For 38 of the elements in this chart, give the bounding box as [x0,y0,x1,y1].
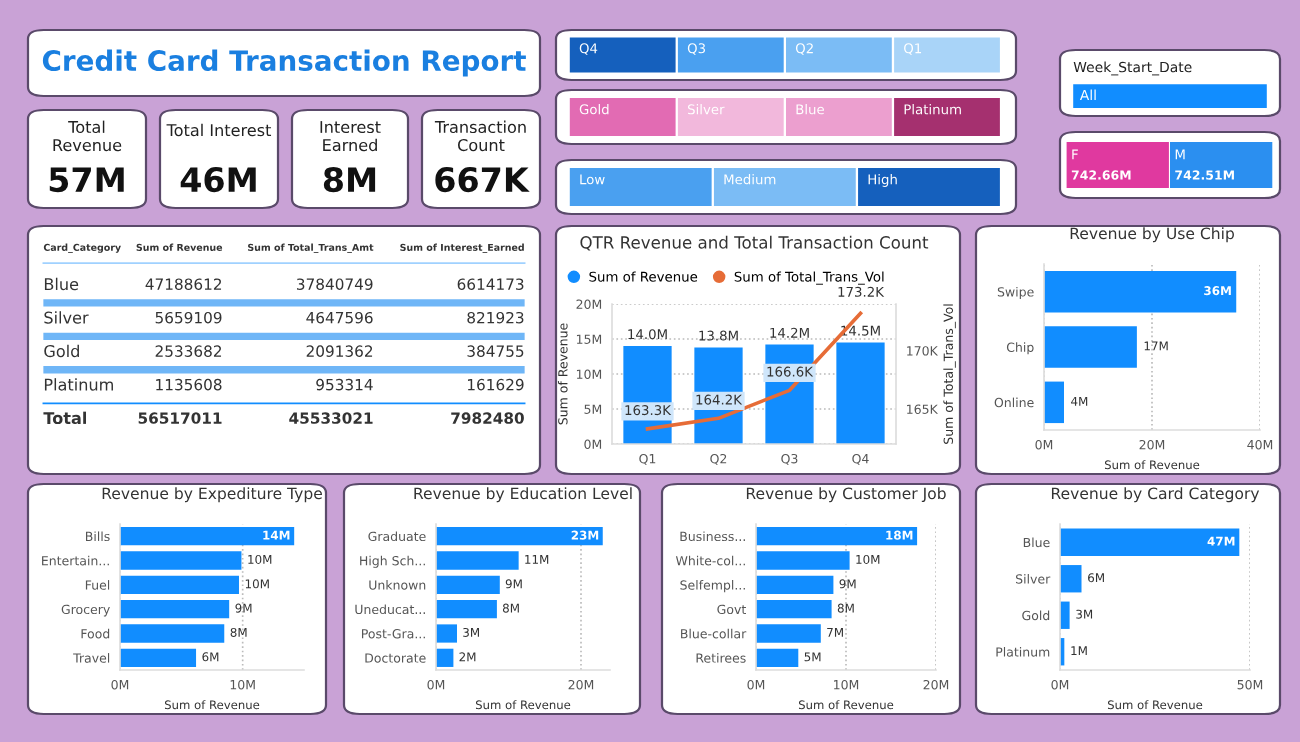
bar [756,600,832,619]
text: Total Interest [166,123,272,137]
text: 57M [49,167,124,193]
text: Credit Card Transaction Report [42,49,526,77]
bar [436,575,500,594]
category-label: Blue [44,277,79,291]
text: 46M [180,167,256,193]
bar [120,600,230,619]
bar [436,551,519,570]
bar [756,624,821,643]
bar [436,648,454,667]
bar [1044,381,1064,424]
text: Transaction Count [434,120,526,152]
category-label: Gold [44,344,79,358]
text: Total Revenue [53,120,122,152]
bar [120,624,225,643]
category-label: Silver [44,311,89,324]
bar [436,527,603,546]
bar [120,648,197,667]
bar [1044,326,1137,368]
text: Interest Earned [320,121,381,152]
bar [120,551,242,570]
bar [756,551,850,570]
bar [756,527,918,546]
bar [1060,528,1240,556]
bar [1060,601,1070,629]
bar [120,527,295,546]
chart-title: QTR Revenue and Total Transaction Count [580,235,929,251]
bar [756,648,799,667]
text: 8M [323,166,376,193]
category-label: Total [43,411,87,425]
text: 667K [435,167,530,193]
bar [436,624,458,643]
bar [756,575,834,594]
bar [120,575,239,594]
bar [1060,565,1082,593]
bar [436,600,497,619]
bar [1044,270,1237,313]
